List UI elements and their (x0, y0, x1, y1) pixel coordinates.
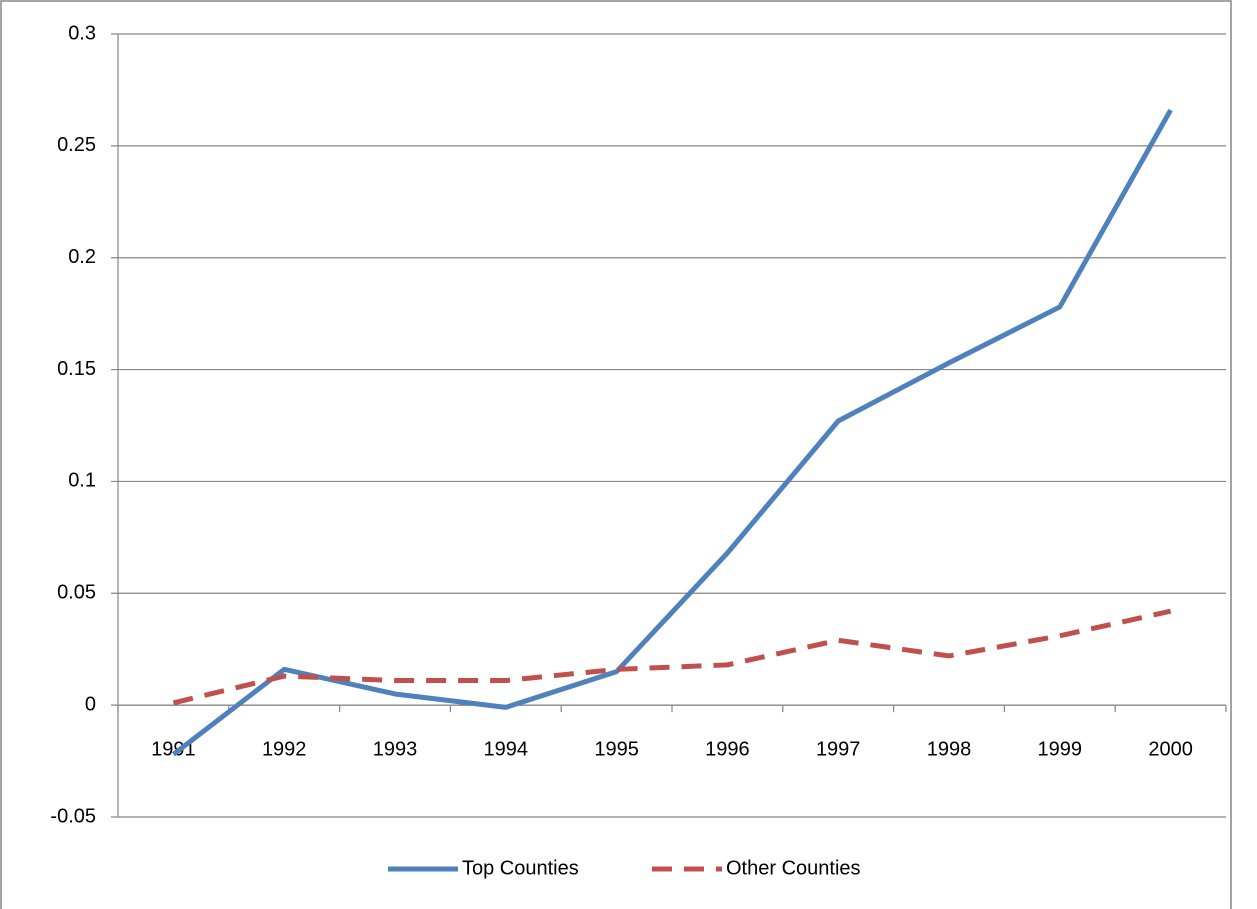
x-tick-label: 1992 (262, 738, 307, 760)
x-tick-label: 1996 (705, 738, 750, 760)
legend-label: Other Counties (726, 857, 861, 879)
x-tick-label: 1997 (816, 738, 861, 760)
y-tick-label: 0.25 (57, 134, 96, 156)
x-tick-label: 1995 (594, 738, 639, 760)
x-tick-label: 1998 (927, 738, 972, 760)
y-tick-label: 0.05 (57, 582, 96, 604)
series-line (171, 108, 1173, 757)
y-tick-label: 0 (85, 693, 96, 715)
y-tick-label: 0.3 (68, 22, 96, 44)
x-tick-label: 1999 (1038, 738, 1083, 760)
x-tick-label: 1993 (373, 738, 418, 760)
x-tick-label: 1994 (484, 738, 529, 760)
x-tick-label: 2000 (1148, 738, 1193, 760)
series-line (172, 608, 1172, 706)
y-tick-label: -0.05 (50, 805, 96, 827)
y-tick-label: 0.15 (57, 358, 96, 380)
legend-label: Top Counties (462, 857, 579, 879)
y-tick-label: 0.2 (68, 246, 96, 268)
y-tick-label: 0.1 (68, 470, 96, 492)
